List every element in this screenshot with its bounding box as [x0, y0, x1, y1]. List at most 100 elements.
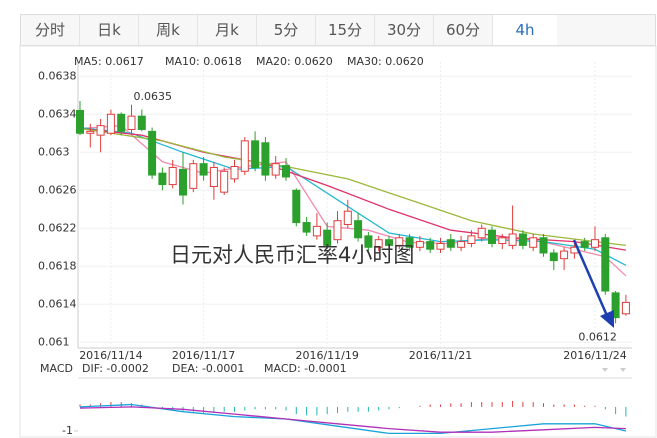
candle-body [179, 168, 187, 196]
candle-body [271, 163, 280, 176]
candle-body [220, 170, 229, 193]
candle-body [518, 233, 527, 246]
candle-body [611, 292, 620, 319]
candle-body [601, 237, 610, 292]
x-tick-label: 2016/11/17 [172, 349, 235, 362]
candle-body [405, 237, 414, 248]
candle-body [426, 241, 435, 250]
candle-body [127, 115, 136, 130]
series-line [79, 125, 627, 277]
candle-body [457, 241, 466, 248]
candle-body [488, 229, 496, 244]
candle-body [508, 233, 517, 246]
period-tab[interactable]: 月k [198, 15, 257, 45]
candle-body [539, 237, 548, 254]
candle-body [560, 250, 569, 260]
legend-entry: MA10: 0.0618 [165, 55, 242, 68]
annotation: 0.0635 [134, 90, 173, 103]
y-tick-label: 0.0618 [38, 259, 77, 272]
candle-body [343, 210, 352, 225]
candle-body [261, 142, 270, 176]
legend-entry: DIF: -0.0002 [82, 362, 149, 375]
period-tab[interactable]: 60分 [434, 15, 493, 45]
candle-body [199, 163, 208, 176]
candle-body [446, 239, 455, 248]
period-tab[interactable]: 30分 [375, 15, 434, 45]
candle-body [137, 115, 146, 130]
candle-body [467, 235, 476, 244]
scroll-icon [602, 368, 608, 372]
candle-body [251, 140, 260, 168]
y-tick-label: 0.0634 [38, 107, 77, 120]
candle-body [354, 220, 363, 239]
candle-body [580, 241, 589, 248]
candle-body [591, 239, 599, 248]
candle-body [323, 229, 332, 246]
y-tick-label: 0.0614 [38, 297, 77, 310]
series-line [79, 127, 626, 247]
chart-title: 日元对人民币汇率4小时图 [170, 243, 414, 267]
candle-body [395, 237, 404, 246]
legend-entry: MACD: -0.0001 [264, 362, 347, 375]
candle-body [333, 220, 342, 241]
candle-body [76, 109, 84, 134]
candle-body [364, 235, 373, 248]
candle-body [230, 166, 239, 180]
candle-body [96, 125, 105, 136]
period-tab[interactable]: 分时 [21, 15, 80, 45]
annotation: 0.0612 [578, 330, 617, 343]
panel-title: MACD [40, 362, 73, 375]
y-tick-label: -1 [62, 424, 73, 437]
y-tick-label: 0.063 [38, 145, 70, 158]
candle-body [436, 242, 445, 250]
period-tab[interactable]: 日k [80, 15, 139, 45]
candle-body [292, 189, 301, 224]
series-line [79, 403, 627, 435]
x-tick-label: 2016/11/19 [295, 349, 358, 362]
candle-body [385, 239, 393, 246]
candle-body [86, 130, 95, 134]
candle-body [477, 227, 486, 239]
candle-body [302, 222, 311, 233]
candle-body [106, 113, 115, 134]
period-tabs: 分时 日k 周k 月k 5分 15分 30分 60分 4h [20, 14, 656, 46]
y-tick-label: 0.0622 [38, 221, 77, 234]
series-line [79, 406, 626, 433]
scroll-icon [620, 368, 626, 372]
y-tick-label: 0.0626 [38, 183, 77, 196]
x-tick-label: 2016/11/21 [409, 349, 472, 362]
period-tab[interactable]: 4h [493, 15, 557, 45]
x-tick-label: 2016/11/14 [79, 349, 142, 362]
candle-body [168, 166, 177, 186]
arrow-head [600, 310, 614, 328]
candle-body [549, 252, 558, 262]
legend-entry: DEA: -0.0001 [172, 362, 244, 375]
candle-body [158, 172, 167, 186]
candle-body [209, 166, 218, 187]
series-line [79, 127, 627, 251]
legend-entry: MA20: 0.0620 [256, 55, 333, 68]
series-line [79, 126, 627, 266]
candle-body [621, 301, 630, 315]
period-tab[interactable]: 5分 [257, 15, 316, 45]
y-tick-label: 0.0638 [38, 69, 77, 82]
x-tick-label: 2016/11/24 [563, 349, 626, 362]
legend-entry: MA5: 0.0617 [74, 55, 144, 68]
candle-body [529, 237, 538, 248]
candle-body [240, 140, 249, 172]
chart-frame [19, 45, 657, 438]
legend-entry: MA30: 0.0620 [347, 55, 424, 68]
candle-body [374, 239, 383, 248]
candle-body [498, 237, 507, 244]
period-tab[interactable]: 15分 [316, 15, 375, 45]
y-tick-label: 0.061 [38, 335, 70, 348]
candle-body [117, 113, 126, 132]
candle-body [148, 130, 157, 176]
candle-body [189, 163, 198, 189]
period-tab[interactable]: 周k [139, 15, 198, 45]
candle-body [282, 165, 290, 178]
candle-body [312, 225, 321, 237]
arrow [572, 239, 610, 319]
